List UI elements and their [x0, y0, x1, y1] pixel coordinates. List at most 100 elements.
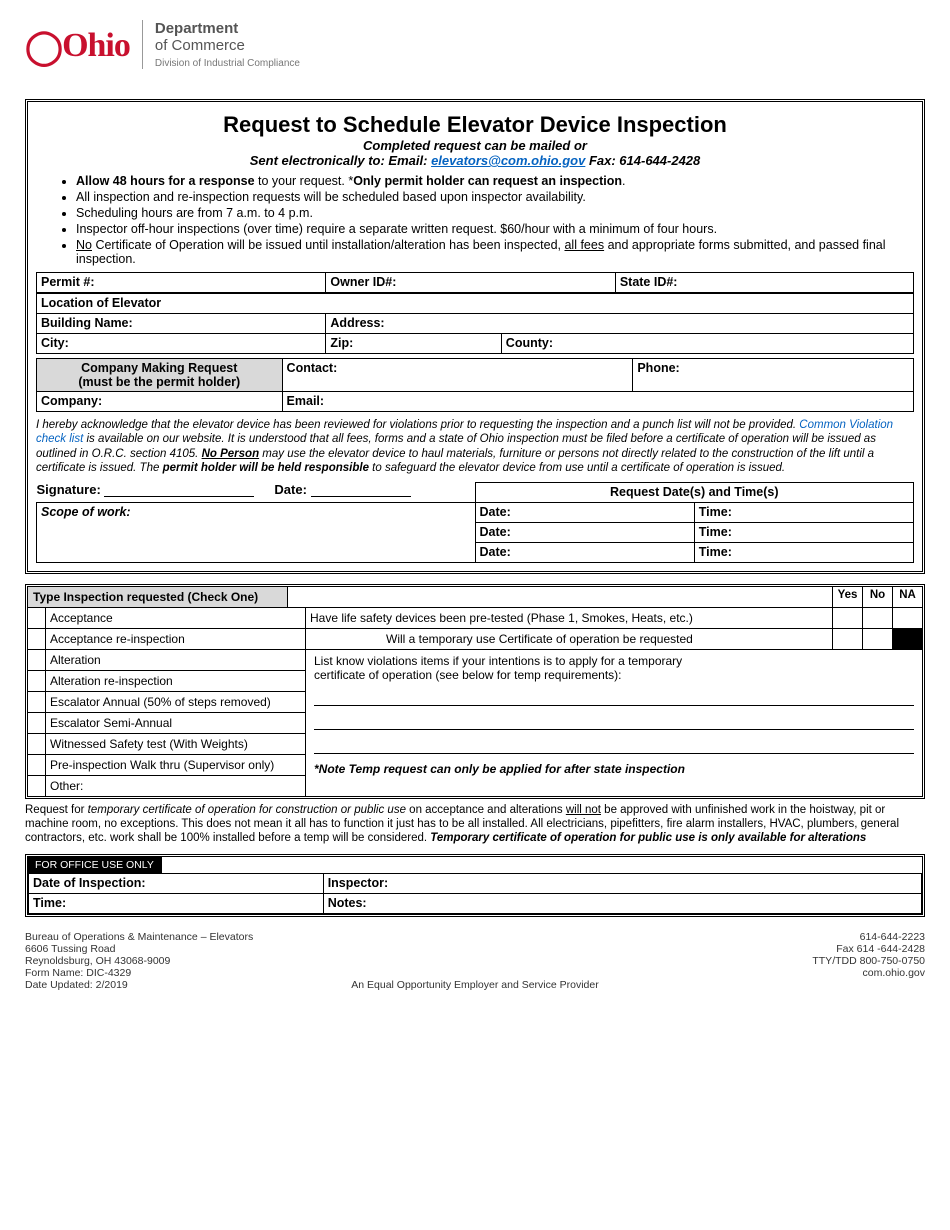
company-field[interactable]: Company:	[37, 392, 283, 412]
req-time-2[interactable]: Time:	[694, 522, 913, 542]
scope-of-work-field[interactable]: Scope of work:	[37, 502, 476, 562]
main-frame: Request to Schedule Elevator Device Insp…	[25, 99, 925, 574]
permit-field[interactable]: Permit #:	[37, 273, 326, 293]
req-time-3[interactable]: Time:	[694, 542, 913, 562]
req-date-1[interactable]: Date:	[475, 502, 694, 522]
county-field[interactable]: County:	[501, 334, 913, 354]
temp-p1b: on acceptance and alterations	[406, 804, 566, 816]
company-request-header: Company Making Request (must be the perm…	[37, 359, 283, 392]
state-id-field[interactable]: State ID#:	[615, 273, 913, 293]
row-acceptance-reinsp: Acceptance re-inspection Will a temporar…	[28, 629, 922, 650]
company-request-l1: Company Making Request	[41, 361, 278, 375]
temp-p1a: Request for	[25, 804, 88, 816]
req-date-3[interactable]: Date:	[475, 542, 694, 562]
bullet-1-tail: .	[622, 174, 625, 188]
checkbox-alteration[interactable]	[28, 650, 46, 670]
label-preinspection: Pre-inspection Walk thru (Supervisor onl…	[46, 755, 305, 775]
city-field[interactable]: City:	[37, 334, 326, 354]
checklist-lower: Alteration Alteration re-inspection Esca…	[28, 650, 922, 796]
footer-tty: TTY/TDD 800-750-0750	[812, 955, 925, 967]
checkbox-preinspection[interactable]	[28, 755, 46, 775]
q1-text: Have life safety devices been pre-tested…	[306, 608, 832, 628]
label-other: Other:	[46, 776, 305, 796]
checkbox-acceptance[interactable]	[28, 608, 46, 628]
signature-input[interactable]	[104, 483, 254, 497]
row-acceptance: Acceptance Have life safety devices been…	[28, 608, 922, 629]
company-request-table: Company Making Request (must be the perm…	[36, 358, 914, 412]
ack-p1: I hereby acknowledge that the elevator d…	[36, 419, 799, 431]
q2-text: Will a temporary use Certificate of oper…	[306, 629, 832, 649]
phone-field[interactable]: Phone:	[633, 359, 914, 392]
inspector-field[interactable]: Inspector:	[323, 873, 921, 893]
q2-no[interactable]	[862, 629, 892, 649]
instruction-bullets: Allow 48 hours for a response to your re…	[76, 174, 914, 266]
label-acceptance: Acceptance	[46, 608, 306, 628]
sig-cell: Signature: Date:	[37, 482, 476, 502]
ohio-logo-text: Ohio	[62, 27, 130, 64]
na-header: NA	[892, 587, 922, 607]
date-inspection-field[interactable]: Date of Inspection:	[29, 873, 324, 893]
violations-l1: List know violations items if your inten…	[314, 654, 914, 668]
type-inspection-top: Type Inspection requested (Check One) Ye…	[28, 587, 922, 608]
req-date-2[interactable]: Date:	[475, 522, 694, 542]
sig-date-label: Date:	[274, 482, 410, 497]
owner-id-field[interactable]: Owner ID#:	[326, 273, 615, 293]
bullet-5-mid: Certificate of Operation will be issued …	[92, 238, 565, 252]
bullet-5: No Certificate of Operation will be issu…	[76, 238, 914, 266]
q1-na[interactable]	[892, 608, 922, 628]
ack-p4: to safeguard the elevator device from us…	[369, 462, 785, 474]
bullet-5-u1: No	[76, 238, 92, 252]
signature-label: Signature:	[37, 482, 255, 497]
q1-no[interactable]	[862, 608, 892, 628]
temp-ital1: temporary certificate of operation for c…	[88, 804, 406, 816]
checkbox-acceptance-reinsp[interactable]	[28, 629, 46, 649]
label-escalator-semi: Escalator Semi-Annual	[46, 713, 305, 733]
violations-area: List know violations items if your inten…	[306, 650, 922, 796]
checkbox-witnessed-safety[interactable]	[28, 734, 46, 754]
contact-field[interactable]: Contact:	[282, 359, 633, 392]
zip-field[interactable]: Zip:	[326, 334, 501, 354]
email-link[interactable]: elevators@com.ohio.gov	[431, 153, 585, 168]
checkbox-other[interactable]	[28, 776, 46, 796]
location-header: Location of Elevator	[37, 294, 914, 314]
temp-note: *Note Temp request can only be applied f…	[314, 762, 914, 776]
notes-field[interactable]: Notes:	[323, 893, 921, 913]
company-request-l2: (must be the permit holder)	[41, 375, 278, 389]
footer-left: Bureau of Operations & Maintenance – Ele…	[25, 931, 253, 991]
bullet-5-u2: all fees	[564, 238, 604, 252]
label-witnessed-safety: Witnessed Safety test (With Weights)	[46, 734, 305, 754]
bullet-1-bold-b: Only permit holder can request an inspec…	[353, 174, 622, 188]
footer-street: 6606 Tussing Road	[25, 943, 253, 955]
q1-yes[interactable]	[832, 608, 862, 628]
req-time-1[interactable]: Time:	[694, 502, 913, 522]
ack-bold: permit holder will be held responsible	[163, 462, 369, 474]
subtitle-sent-prefix: Sent electronically to: Email:	[250, 153, 431, 168]
office-use-frame: FOR OFFICE USE ONLY Date of Inspection: …	[25, 854, 925, 917]
checkbox-escalator-semi[interactable]	[28, 713, 46, 733]
fax-number: Fax: 614-644-2428	[585, 153, 700, 168]
footer-city: Reynoldsburg, OH 43068-9009	[25, 955, 253, 967]
email-field[interactable]: Email:	[282, 392, 913, 412]
id-table: Permit #: Owner ID#: State ID#:	[36, 272, 914, 293]
bullet-4: Inspector off-hour inspections (over tim…	[76, 222, 914, 236]
q2-yes[interactable]	[832, 629, 862, 649]
bullet-3: Scheduling hours are from 7 a.m. to 4 p.…	[76, 206, 914, 220]
temp-u1: will not	[566, 804, 601, 816]
department-block: Department of Commerce Division of Indus…	[142, 20, 300, 69]
page-header: ◯Ohio Department of Commerce Division of…	[25, 20, 925, 69]
bullet-1: Allow 48 hours for a response to your re…	[76, 174, 914, 188]
sig-date-input[interactable]	[311, 483, 411, 497]
checkbox-alteration-reinsp[interactable]	[28, 671, 46, 691]
building-name-field[interactable]: Building Name:	[37, 314, 326, 334]
office-time-field[interactable]: Time:	[29, 893, 324, 913]
label-escalator-annual: Escalator Annual (50% of steps removed)	[46, 692, 305, 712]
ohio-logo: ◯Ohio	[25, 25, 130, 65]
checklist-left-col: Alteration Alteration re-inspection Esca…	[28, 650, 306, 796]
checkbox-escalator-annual[interactable]	[28, 692, 46, 712]
location-table: Location of Elevator Building Name: Addr…	[36, 293, 914, 354]
address-field[interactable]: Address:	[326, 314, 914, 334]
form-title: Request to Schedule Elevator Device Insp…	[36, 112, 914, 138]
violation-lines[interactable]	[314, 686, 914, 754]
office-table: Date of Inspection: Inspector: Time: Not…	[28, 873, 922, 914]
type-inspection-frame: Type Inspection requested (Check One) Ye…	[25, 584, 925, 799]
